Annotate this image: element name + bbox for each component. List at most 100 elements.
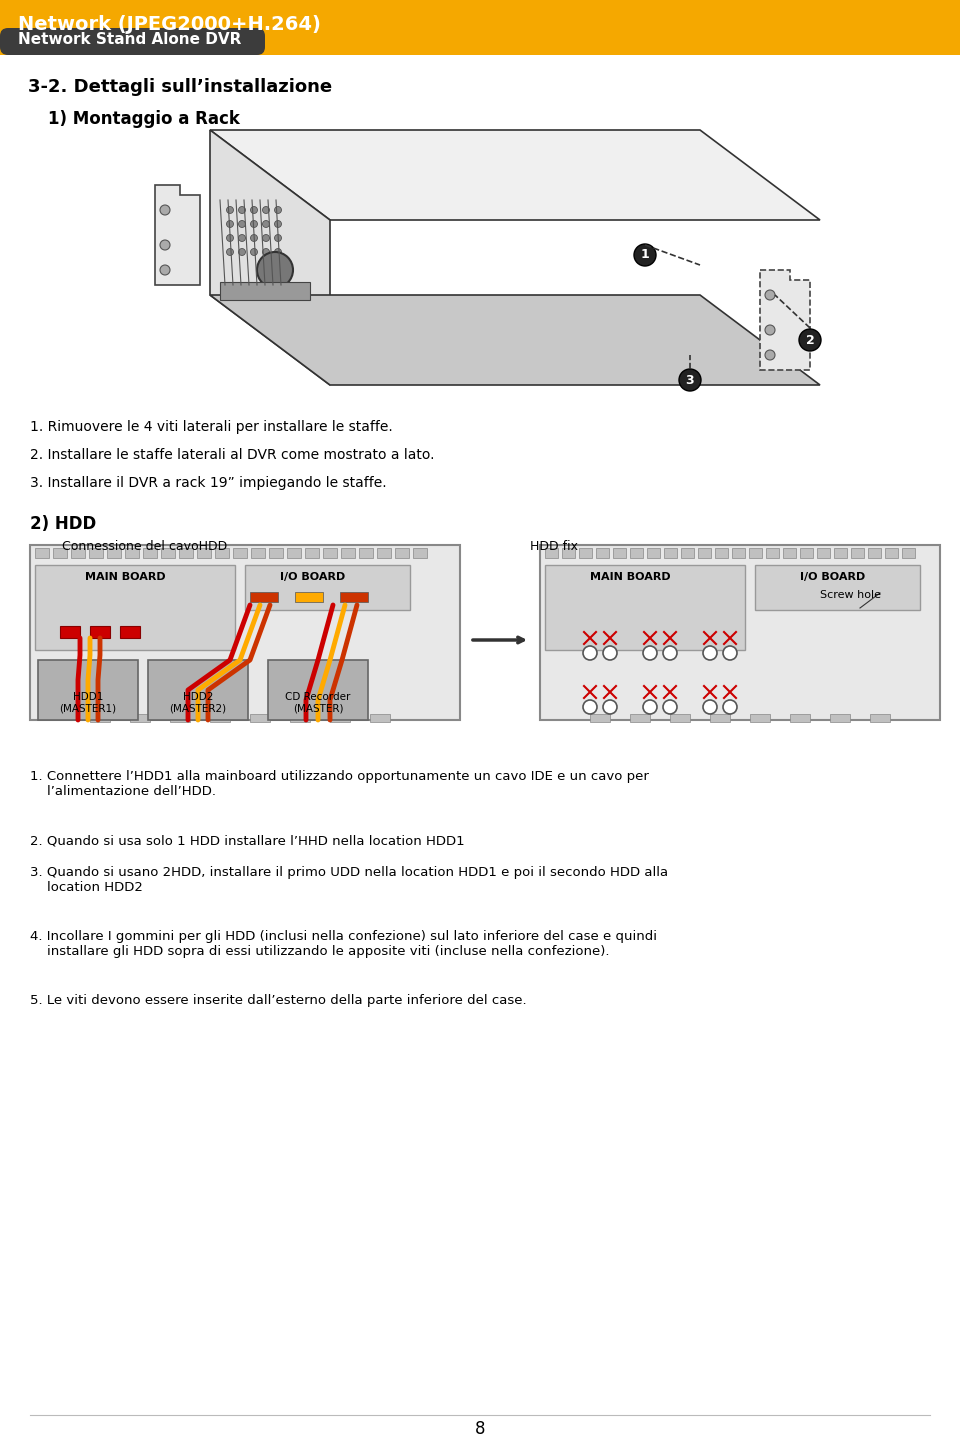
Text: HDD fix: HDD fix (530, 540, 578, 553)
Text: 3-2. Dettagli sull’installazione: 3-2. Dettagli sull’installazione (28, 78, 332, 96)
Circle shape (227, 249, 233, 256)
FancyBboxPatch shape (370, 713, 390, 722)
Circle shape (663, 645, 677, 660)
Circle shape (583, 700, 597, 713)
Text: CD Recorder
(MASTER): CD Recorder (MASTER) (285, 692, 350, 713)
Polygon shape (210, 130, 330, 385)
Text: Network Stand Alone DVR: Network Stand Alone DVR (18, 32, 241, 46)
FancyBboxPatch shape (377, 548, 391, 559)
FancyBboxPatch shape (885, 548, 898, 559)
FancyBboxPatch shape (540, 546, 940, 721)
FancyBboxPatch shape (851, 548, 864, 559)
FancyBboxPatch shape (245, 564, 410, 611)
Text: MAIN BOARD: MAIN BOARD (85, 572, 166, 582)
Circle shape (262, 220, 270, 227)
FancyBboxPatch shape (579, 548, 592, 559)
Circle shape (663, 700, 677, 713)
FancyBboxPatch shape (749, 548, 762, 559)
FancyBboxPatch shape (755, 564, 920, 611)
Circle shape (799, 328, 821, 352)
Circle shape (765, 289, 775, 300)
Circle shape (251, 220, 257, 227)
Circle shape (723, 700, 737, 713)
Circle shape (257, 252, 293, 288)
FancyBboxPatch shape (120, 627, 140, 638)
FancyBboxPatch shape (143, 548, 157, 559)
Circle shape (583, 645, 597, 660)
Text: I/O BOARD: I/O BOARD (280, 572, 346, 582)
FancyBboxPatch shape (250, 713, 270, 722)
FancyBboxPatch shape (359, 548, 373, 559)
Text: I/O BOARD: I/O BOARD (800, 572, 865, 582)
FancyBboxPatch shape (125, 548, 139, 559)
Circle shape (634, 245, 656, 266)
FancyBboxPatch shape (664, 548, 677, 559)
Polygon shape (155, 185, 200, 285)
FancyBboxPatch shape (215, 548, 229, 559)
Text: 2: 2 (805, 333, 814, 346)
Circle shape (275, 234, 281, 242)
FancyBboxPatch shape (0, 0, 960, 55)
FancyBboxPatch shape (834, 548, 847, 559)
FancyBboxPatch shape (630, 548, 643, 559)
Text: 3. Quando si usano 2HDD, installare il primo UDD nella location HDD1 e poi il se: 3. Quando si usano 2HDD, installare il p… (30, 865, 668, 894)
Polygon shape (210, 295, 820, 385)
Circle shape (679, 369, 701, 391)
Circle shape (160, 240, 170, 250)
FancyBboxPatch shape (800, 548, 813, 559)
Circle shape (643, 645, 657, 660)
FancyBboxPatch shape (170, 713, 190, 722)
FancyBboxPatch shape (395, 548, 409, 559)
Polygon shape (760, 271, 810, 370)
Circle shape (765, 326, 775, 336)
Polygon shape (210, 130, 820, 220)
Circle shape (643, 700, 657, 713)
FancyBboxPatch shape (817, 548, 830, 559)
Circle shape (703, 645, 717, 660)
FancyBboxPatch shape (250, 592, 278, 602)
FancyBboxPatch shape (783, 548, 796, 559)
Text: 1: 1 (640, 249, 649, 262)
FancyBboxPatch shape (179, 548, 193, 559)
FancyBboxPatch shape (902, 548, 915, 559)
FancyBboxPatch shape (251, 548, 265, 559)
Circle shape (227, 207, 233, 214)
Text: 4. Incollare I gommini per gli HDD (inclusi nella confezione) sul lato inferiore: 4. Incollare I gommini per gli HDD (incl… (30, 930, 657, 958)
FancyBboxPatch shape (562, 548, 575, 559)
Circle shape (723, 645, 737, 660)
FancyBboxPatch shape (698, 548, 711, 559)
Text: 1. Rimuovere le 4 viti laterali per installare le staffe.: 1. Rimuovere le 4 viti laterali per inst… (30, 420, 393, 434)
FancyBboxPatch shape (210, 713, 230, 722)
Circle shape (275, 220, 281, 227)
FancyBboxPatch shape (710, 713, 730, 722)
Circle shape (603, 700, 617, 713)
FancyBboxPatch shape (341, 548, 355, 559)
FancyBboxPatch shape (130, 713, 150, 722)
FancyBboxPatch shape (715, 548, 728, 559)
Circle shape (275, 249, 281, 256)
FancyBboxPatch shape (732, 548, 745, 559)
Circle shape (227, 220, 233, 227)
Text: 2. Installare le staffe laterali al DVR come mostrato a lato.: 2. Installare le staffe laterali al DVR … (30, 449, 435, 462)
Text: 5. Le viti devono essere inserite dall’esterno della parte inferiore del case.: 5. Le viti devono essere inserite dall’e… (30, 994, 527, 1007)
FancyBboxPatch shape (35, 564, 235, 650)
FancyBboxPatch shape (161, 548, 175, 559)
FancyBboxPatch shape (90, 713, 110, 722)
FancyBboxPatch shape (0, 27, 265, 55)
FancyBboxPatch shape (197, 548, 211, 559)
FancyBboxPatch shape (290, 713, 310, 722)
FancyBboxPatch shape (545, 548, 558, 559)
FancyBboxPatch shape (670, 713, 690, 722)
FancyBboxPatch shape (790, 713, 810, 722)
FancyBboxPatch shape (89, 548, 103, 559)
Text: 1. Connettere l’HDD1 alla mainboard utilizzando opportunamente un cavo IDE e un : 1. Connettere l’HDD1 alla mainboard util… (30, 770, 649, 797)
Text: Screw hole: Screw hole (820, 590, 881, 601)
Circle shape (238, 234, 246, 242)
FancyBboxPatch shape (340, 592, 368, 602)
Circle shape (765, 350, 775, 360)
FancyBboxPatch shape (148, 660, 248, 721)
Circle shape (275, 207, 281, 214)
FancyBboxPatch shape (107, 548, 121, 559)
Circle shape (251, 234, 257, 242)
FancyBboxPatch shape (750, 713, 770, 722)
